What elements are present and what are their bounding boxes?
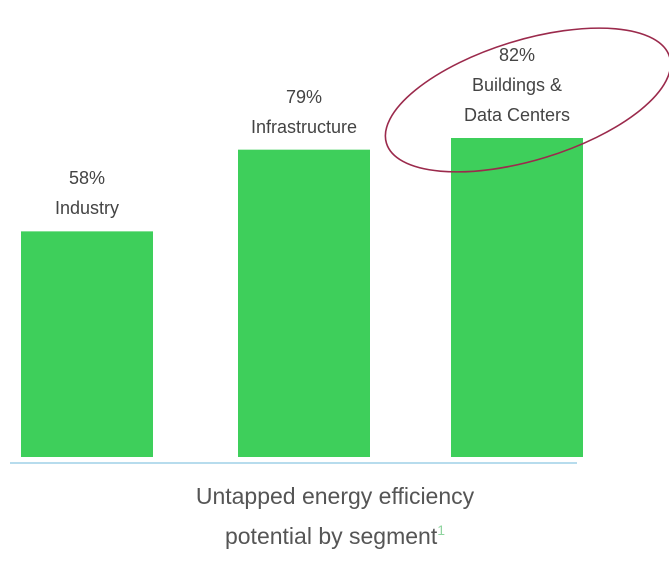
chart-title-block: Untapped energy efficiency potential by … [150,476,520,556]
category-label: Buildings & Data Centers [463,75,571,125]
category-label: Infrastructure [250,116,358,137]
bar-label: 79% Infrastructure [219,82,389,142]
value-label: 82% [498,45,536,65]
bar-label: 82% Buildings & Data Centers [432,40,602,130]
chart-title: Untapped energy efficiency potential by … [195,483,475,549]
bar-label: 58% Industry [2,163,172,223]
bar [238,149,370,458]
value-label: 58% [68,168,106,189]
footnote-marker: 1 [437,522,446,538]
bar [21,231,153,457]
bar [451,138,583,457]
category-label: Industry [54,198,120,219]
value-label: 79% [285,86,323,107]
